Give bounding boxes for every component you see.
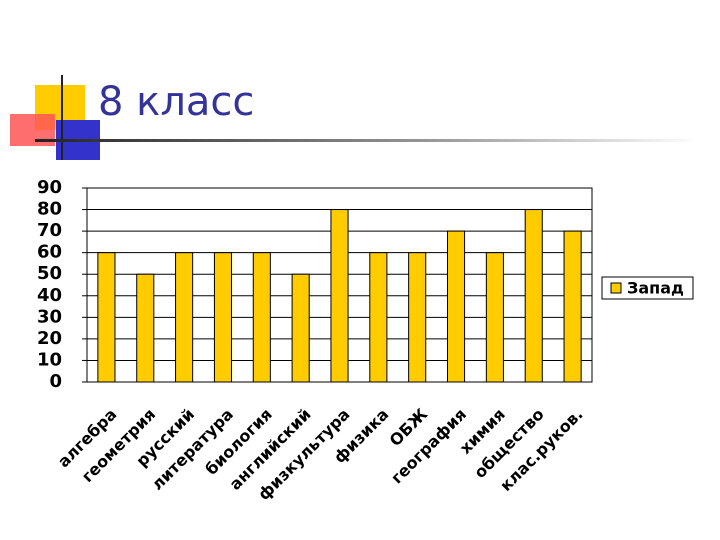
bar bbox=[369, 252, 388, 383]
bar bbox=[97, 252, 116, 383]
bar bbox=[330, 209, 349, 383]
bar bbox=[136, 273, 155, 383]
y-tick-label: 20 bbox=[37, 328, 62, 349]
y-tick-label: 80 bbox=[37, 199, 62, 220]
y-tick-label: 70 bbox=[37, 220, 62, 241]
bar bbox=[408, 252, 427, 383]
y-tick-label: 90 bbox=[37, 177, 62, 198]
bar bbox=[252, 252, 271, 383]
legend-swatch bbox=[610, 282, 622, 294]
y-tick-label: 10 bbox=[37, 349, 62, 370]
bar bbox=[446, 230, 466, 383]
bar bbox=[485, 252, 504, 383]
bar bbox=[175, 252, 194, 383]
y-tick-label: 50 bbox=[37, 263, 62, 284]
bar bbox=[563, 230, 582, 383]
bar bbox=[291, 273, 310, 383]
y-tick-label: 0 bbox=[49, 371, 62, 392]
legend-box bbox=[601, 276, 694, 300]
y-tick-label: 60 bbox=[37, 242, 62, 263]
title-rule bbox=[35, 139, 700, 142]
legend-label: Запад bbox=[627, 279, 684, 298]
y-tick-label: 30 bbox=[37, 306, 62, 327]
y-tick-label: 40 bbox=[37, 285, 62, 306]
bar bbox=[213, 252, 233, 383]
chart-title: 8 класс bbox=[98, 79, 254, 125]
bar bbox=[524, 209, 543, 383]
